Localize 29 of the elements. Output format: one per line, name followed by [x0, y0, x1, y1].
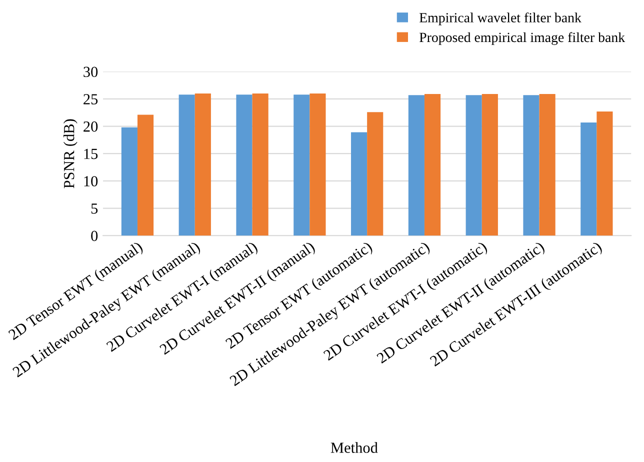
- bar: [408, 95, 424, 236]
- bar: [466, 95, 482, 236]
- legend-label: Proposed empirical image filter bank: [420, 32, 626, 45]
- bar: [539, 94, 556, 236]
- y-tick-label: 30: [84, 66, 98, 78]
- bar: [596, 112, 613, 236]
- bar: [523, 95, 540, 236]
- bar: [137, 114, 154, 236]
- bar: [310, 93, 326, 236]
- bar: [236, 94, 252, 236]
- bar: [194, 93, 211, 236]
- x-axis-title: Method: [330, 442, 378, 453]
- bar: [367, 112, 384, 236]
- bar: [482, 94, 498, 236]
- bar: [178, 94, 195, 236]
- y-tick-label: 0: [91, 230, 98, 242]
- bar: [351, 132, 368, 236]
- y-tick-label: 15: [84, 148, 98, 160]
- bar: [580, 122, 597, 236]
- y-tick-label: 20: [84, 121, 98, 132]
- legend-label: Empirical wavelet filter bank: [420, 12, 582, 26]
- bar: [294, 94, 310, 236]
- bar: [252, 93, 268, 236]
- y-tick-label: 10: [84, 176, 98, 186]
- bar: [424, 94, 441, 236]
- y-tick-label: 5: [91, 204, 98, 214]
- y-tick-label: 25: [84, 94, 98, 104]
- bar: [121, 127, 138, 236]
- y-axis-title: PSNR (dB): [63, 119, 78, 188]
